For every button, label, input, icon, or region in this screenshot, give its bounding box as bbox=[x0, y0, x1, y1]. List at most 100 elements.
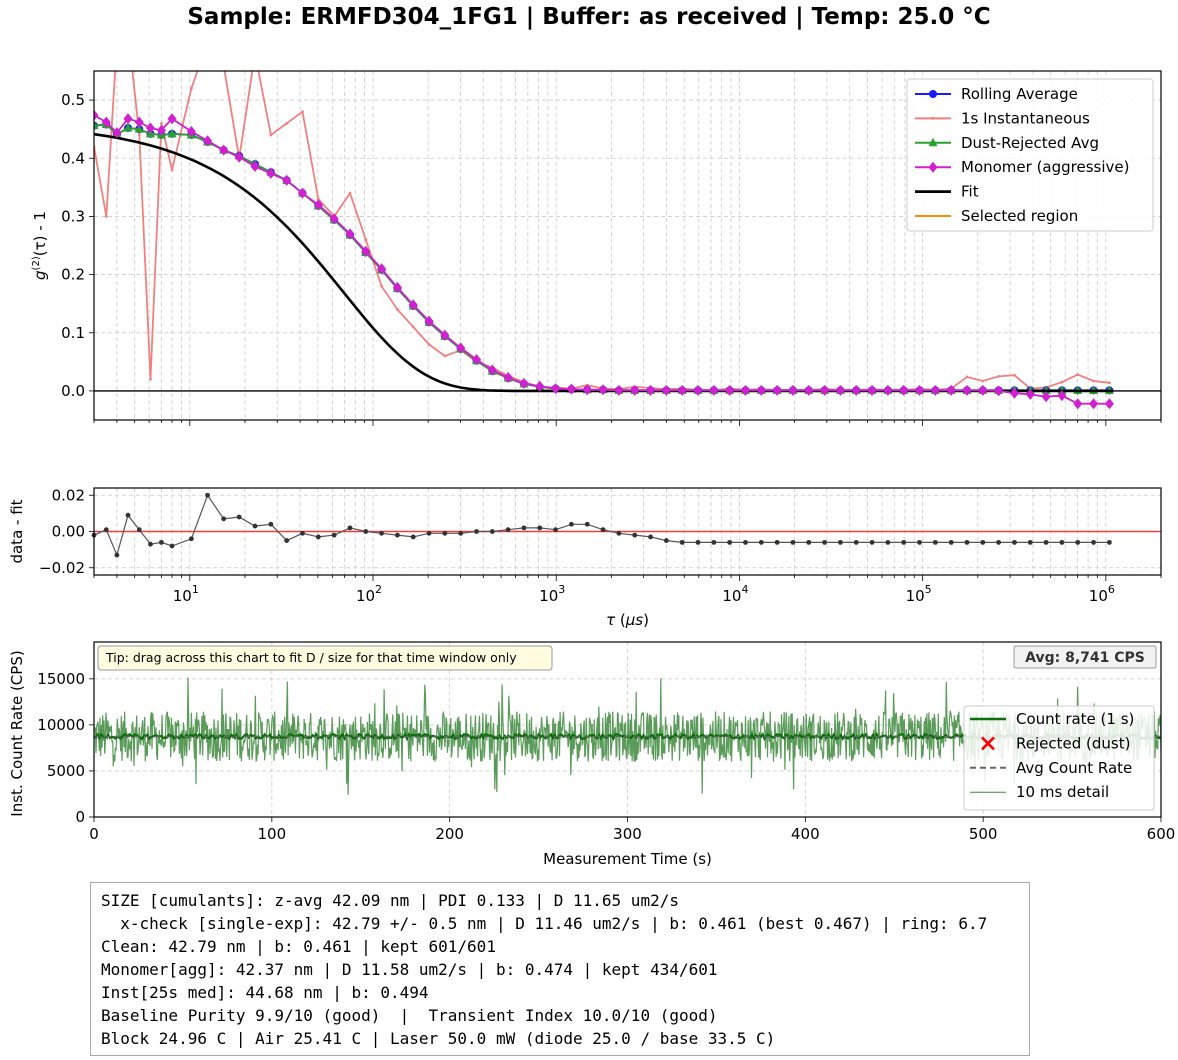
residual-point bbox=[1043, 539, 1049, 545]
point-monomer bbox=[101, 116, 111, 128]
point-monomer bbox=[535, 380, 545, 392]
point-monomer bbox=[1041, 391, 1051, 403]
count-rate-panel[interactable]: 0 100 200 300 400 500 600 0 5000 10000 15000 Inst. … bbox=[8, 641, 1176, 868]
point-instantaneous bbox=[411, 325, 415, 329]
residual-point bbox=[1106, 539, 1112, 545]
legend-marker bbox=[928, 137, 938, 147]
residual-point bbox=[410, 534, 416, 540]
point-monomer bbox=[186, 125, 196, 137]
residual-point bbox=[489, 529, 495, 534]
y-tick-label: 0.02 bbox=[52, 486, 85, 504]
point-monomer bbox=[134, 116, 144, 128]
residual-point bbox=[331, 532, 337, 538]
point-monomer bbox=[112, 127, 122, 139]
legend-label: Avg Count Rate bbox=[1016, 759, 1132, 777]
point-monomer bbox=[1025, 388, 1035, 400]
point-monomer bbox=[123, 113, 133, 125]
correlation-panel[interactable]: 0.0 0.1 0.2 0.3 0.4 0.5 g(2)(τ) - 1 Rolling Ave… bbox=[31, 29, 1162, 426]
point-monomer bbox=[772, 384, 782, 396]
residual-point bbox=[315, 534, 321, 540]
residual-point bbox=[426, 530, 432, 536]
residual-point bbox=[648, 534, 653, 540]
figure-canvas[interactable]: 0.0 0.1 0.2 0.3 0.4 0.5 g(2)(τ) - 1 Rolling Ave… bbox=[0, 0, 1178, 880]
point-instantaneous bbox=[981, 379, 985, 383]
point-instantaneous bbox=[127, 29, 130, 32]
residual-point bbox=[236, 514, 242, 520]
legend-box bbox=[963, 705, 1155, 811]
y-tick-label: 0 bbox=[75, 808, 85, 826]
x-tick-label: 100 bbox=[258, 825, 287, 843]
point-instantaneous bbox=[396, 308, 399, 311]
residual-point bbox=[458, 530, 464, 536]
drag-tip-box bbox=[97, 645, 553, 671]
x-tick-label: 400 bbox=[791, 825, 820, 843]
residual-point bbox=[205, 492, 210, 498]
point-instantaneous bbox=[1092, 379, 1095, 383]
point-monomer bbox=[145, 122, 155, 134]
point-monomer bbox=[598, 384, 608, 396]
residual-point bbox=[521, 525, 527, 531]
y-tick-label: 0.2 bbox=[61, 266, 85, 284]
y-tick-label: 10000 bbox=[37, 716, 85, 734]
y-tick-label: 0.1 bbox=[61, 324, 85, 342]
summary-line-clean: Clean: 42.79 nm | b: 0.461 | kept 601/60… bbox=[101, 937, 496, 956]
x-tick-label: 500 bbox=[969, 825, 998, 843]
residual-point bbox=[1075, 539, 1081, 545]
residual-point bbox=[442, 530, 448, 536]
point-instantaneous bbox=[301, 110, 304, 114]
residual-point bbox=[1091, 539, 1096, 545]
residual-point bbox=[1027, 539, 1033, 545]
y-axis-label: Inst. Count Rate (CPS) bbox=[8, 650, 26, 816]
figure-title: Sample: ERMFD304_1FG1 | Buffer: as recei… bbox=[187, 4, 991, 30]
point-monomer bbox=[930, 384, 940, 396]
residual-point bbox=[932, 539, 938, 545]
y-tick-label: 0.4 bbox=[61, 149, 85, 167]
plot-frame bbox=[93, 641, 1162, 818]
legend-box bbox=[906, 78, 1154, 232]
y-tick-label: 5000 bbox=[47, 762, 85, 780]
point-monomer bbox=[408, 299, 418, 311]
point-instantaneous bbox=[316, 197, 320, 201]
point-monomer bbox=[566, 383, 576, 395]
x-tick-label: 106 bbox=[1089, 583, 1115, 605]
point-monomer bbox=[250, 160, 260, 172]
point-monomer bbox=[835, 384, 845, 396]
y-axis-label: g(2)(τ) - 1 bbox=[31, 211, 49, 280]
legend-marker bbox=[981, 736, 995, 751]
point-monomer bbox=[156, 124, 166, 136]
point-monomer bbox=[219, 144, 229, 156]
point-instantaneous bbox=[348, 191, 352, 195]
point-dust bbox=[94, 120, 99, 130]
point-monomer bbox=[630, 384, 640, 396]
point-monomer bbox=[883, 384, 893, 396]
point-monomer bbox=[329, 213, 339, 225]
point-monomer bbox=[804, 384, 814, 396]
residual-point bbox=[663, 538, 669, 543]
point-dust bbox=[134, 124, 144, 133]
point-instantaneous bbox=[206, 41, 209, 44]
point-monomer bbox=[725, 384, 735, 396]
point-monomer bbox=[677, 384, 687, 396]
residual-point bbox=[569, 521, 574, 527]
summary-line-size: SIZE [cumulants]: z-avg 42.09 nm | PDI 0… bbox=[101, 891, 679, 910]
point-monomer bbox=[1089, 398, 1099, 410]
point-instantaneous bbox=[104, 215, 108, 218]
point-instantaneous bbox=[189, 87, 193, 90]
residual-point bbox=[136, 527, 142, 533]
point-instantaneous bbox=[254, 52, 257, 55]
x-tick-label: 102 bbox=[356, 583, 382, 605]
residual-point bbox=[727, 539, 733, 545]
residual-point bbox=[221, 516, 227, 522]
point-instantaneous bbox=[1060, 380, 1064, 384]
point-dust bbox=[123, 123, 133, 132]
point-instantaneous bbox=[149, 377, 152, 381]
point-monomer bbox=[440, 329, 450, 341]
x-tick-label: 600 bbox=[1147, 825, 1176, 843]
point-monomer bbox=[551, 383, 561, 395]
summary-line-temps: Block 24.96 C | Air 25.41 C | Laser 50.0… bbox=[101, 1029, 776, 1048]
point-monomer bbox=[313, 199, 323, 211]
avg-badge-text: Avg: 8,741 CPS bbox=[1025, 650, 1145, 666]
avg-badge-box bbox=[1013, 645, 1157, 669]
residual-point bbox=[505, 527, 511, 533]
residual-point bbox=[774, 539, 780, 545]
